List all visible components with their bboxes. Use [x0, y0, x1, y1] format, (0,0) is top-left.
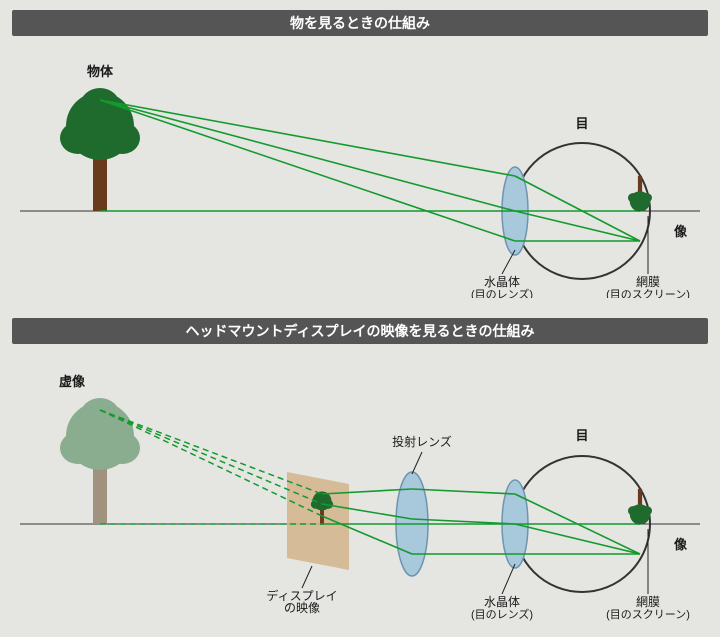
display-plane: [287, 472, 349, 570]
leader-lens: [502, 250, 515, 274]
panel1-diagram: 物体 目: [12, 36, 708, 298]
retinal-image-2: [628, 489, 652, 525]
label-eye: 目: [575, 116, 588, 131]
panel-hmd-vision: ヘッドマウントディスプレイの映像を見るときの仕組み 虚像: [12, 318, 708, 637]
panel-real-vision: 物を見るときの仕組み 物体 目: [12, 10, 708, 303]
label-virtual: 虚像: [59, 374, 86, 389]
panel1-title: 物を見るときの仕組み: [12, 10, 708, 36]
virtual-tree: [60, 398, 140, 524]
label-retina-2: 網膜: [636, 595, 660, 609]
leader-lens-2: [502, 564, 515, 594]
label-object: 物体: [87, 64, 114, 79]
label-image-2: 像: [674, 537, 688, 552]
page: 物を見るときの仕組み 物体 目: [0, 0, 720, 634]
label-lens-sub: (目のレンズ): [471, 287, 533, 298]
panel2-title: ヘッドマウントディスプレイの映像を見るときの仕組み: [12, 318, 708, 344]
rays: [100, 100, 640, 241]
label-eye-2: 目: [575, 428, 588, 443]
real-rays: [322, 489, 640, 554]
leader-proj-lens: [412, 452, 422, 474]
label-lens-sub-2: (目のレンズ): [471, 607, 533, 621]
label-proj-lens: 投射レンズ: [392, 434, 452, 449]
leader-display: [302, 566, 312, 588]
object-tree: [60, 88, 140, 211]
label-retina-sub: (目のスクリーン): [606, 288, 690, 298]
label-retina: 網膜: [636, 275, 660, 289]
label-display-sub: の映像: [284, 601, 320, 615]
retinal-image: [628, 176, 652, 212]
label-lens: 水晶体: [484, 275, 520, 289]
label-image: 像: [674, 224, 688, 239]
panel2-diagram: 虚像 投射レンズ 目: [12, 344, 708, 632]
label-lens-2: 水晶体: [484, 595, 520, 609]
label-retina-sub-2: (目のスクリーン): [606, 608, 690, 621]
